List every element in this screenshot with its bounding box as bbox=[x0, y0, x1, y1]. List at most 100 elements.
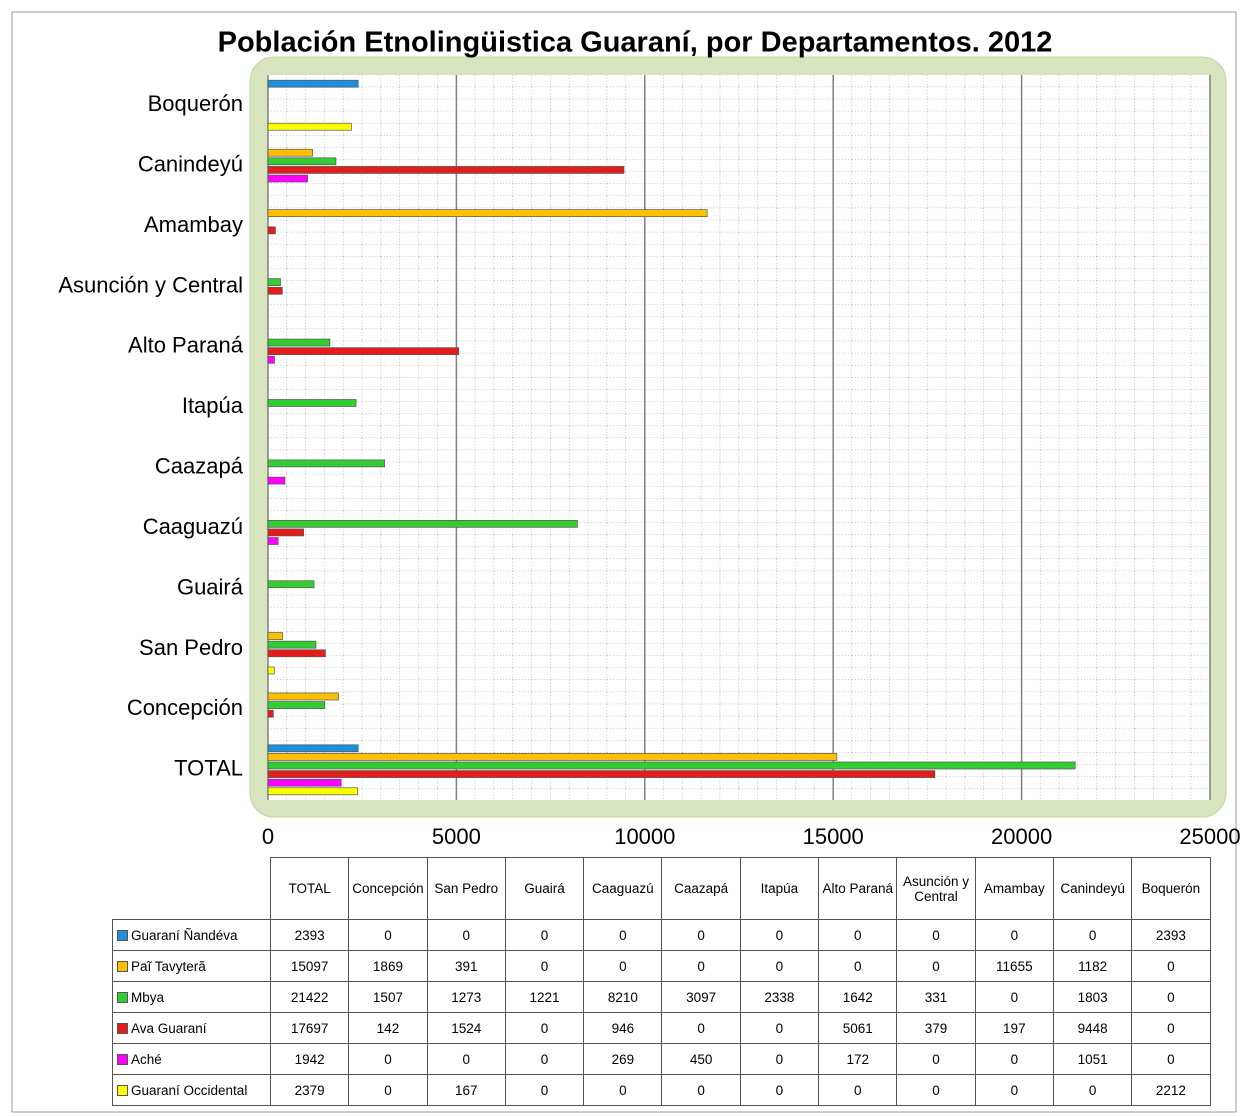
table-cell: 1869 bbox=[348, 950, 428, 982]
bar bbox=[267, 209, 708, 217]
legend-label: Ava Guaraní bbox=[131, 1020, 207, 1036]
legend-entry: Mbya bbox=[112, 981, 271, 1013]
table-cell: 0 bbox=[896, 1074, 976, 1106]
table-cell: 0 bbox=[1131, 1012, 1211, 1044]
table-cell: 0 bbox=[661, 919, 741, 951]
table-row: Guaraní Ñandéva 2393 0 0 0 0 0 0 0 0 0 0 2393 bbox=[112, 919, 1211, 951]
table-row: Mbya 21422 1507 1273 1221 8210 3097 2338 1642 331… bbox=[112, 981, 1211, 1013]
table-cell: 0 bbox=[974, 1043, 1054, 1075]
table-cell: 0 bbox=[348, 919, 428, 951]
table-cell: 2338 bbox=[739, 981, 820, 1013]
table-cell: 0 bbox=[661, 1074, 741, 1106]
table-cell: 0 bbox=[739, 1074, 820, 1106]
bar bbox=[267, 166, 625, 174]
table-cell: 1803 bbox=[1052, 981, 1133, 1013]
table-cell: 167 bbox=[426, 1074, 506, 1106]
bar bbox=[267, 709, 274, 718]
table-row: Guaraní Occidental 2379 0 167 0 0 0 0 0 0 0 0 2212 bbox=[112, 1074, 1211, 1106]
table-cell: 1507 bbox=[348, 981, 428, 1013]
bar bbox=[267, 632, 284, 640]
table-cell: 0 bbox=[661, 950, 741, 982]
y-tick-label: Alto Paraná bbox=[128, 333, 244, 358]
bar bbox=[267, 476, 286, 485]
table-cell: 15097 bbox=[269, 950, 350, 982]
y-tick-label: Guairá bbox=[177, 574, 244, 599]
y-tick-label: Caaguazú bbox=[143, 514, 243, 539]
table-cell: 2393 bbox=[1131, 919, 1211, 951]
legend-entry: Paĩ Tavyterã bbox=[112, 950, 271, 982]
bar bbox=[267, 148, 313, 157]
legend-entry: Aché bbox=[112, 1043, 271, 1075]
table-row: Ava Guaraní 17697 142 1524 0 946 0 0 5061 379 197 9… bbox=[112, 1012, 1211, 1044]
blank-cell bbox=[113, 858, 271, 920]
table-cell: 0 bbox=[739, 919, 820, 951]
table-cell: 0 bbox=[818, 950, 898, 982]
x-tick-label: 20000 bbox=[991, 824, 1052, 849]
column-header: Concepción bbox=[348, 857, 428, 920]
bar bbox=[267, 157, 337, 166]
table-cell: 331 bbox=[896, 981, 976, 1013]
table-cell: 1942 bbox=[269, 1043, 350, 1075]
bar bbox=[267, 286, 283, 295]
table-cell: 0 bbox=[661, 1012, 741, 1044]
bar bbox=[267, 459, 386, 468]
table-cell: 3097 bbox=[661, 981, 741, 1013]
bar bbox=[267, 787, 358, 796]
table-cell: 946 bbox=[583, 1012, 663, 1044]
bar bbox=[267, 338, 331, 347]
bar bbox=[267, 649, 326, 658]
column-header: Itapúa bbox=[739, 857, 820, 920]
bar bbox=[267, 744, 359, 753]
column-header: Asunción y Central bbox=[896, 857, 976, 920]
table-cell: 0 bbox=[1052, 919, 1133, 951]
data-table: TOTAL Concepción San Pedro Guairá Caaguazú Ca… bbox=[112, 857, 1211, 1106]
bar bbox=[267, 666, 275, 675]
column-header: Caaguazú bbox=[583, 857, 663, 920]
table-cell: 0 bbox=[974, 981, 1054, 1013]
table-cell: 0 bbox=[583, 950, 663, 982]
table-cell: 2393 bbox=[269, 919, 350, 951]
table-cell: 1524 bbox=[426, 1012, 506, 1044]
table-cell: 0 bbox=[896, 1043, 976, 1075]
column-header: TOTAL bbox=[269, 857, 350, 920]
table-cell: 8210 bbox=[583, 981, 663, 1013]
table-cell: 0 bbox=[348, 1074, 428, 1106]
table-cell: 1273 bbox=[426, 981, 506, 1013]
table-cell: 379 bbox=[896, 1012, 976, 1044]
y-tick-label: Itapúa bbox=[182, 393, 244, 418]
table-cell: 142 bbox=[348, 1012, 428, 1044]
table-cell: 0 bbox=[974, 919, 1054, 951]
table-row: Paĩ Tavyterã 15097 1869 391 0 0 0 0 0 0 11655 1182 0 bbox=[112, 950, 1211, 982]
y-tick-label: Caazapá bbox=[155, 454, 244, 479]
column-header: Alto Paraná bbox=[818, 857, 898, 920]
table-cell: 172 bbox=[818, 1043, 898, 1075]
table-cell: 2212 bbox=[1131, 1074, 1211, 1106]
table-cell: 1642 bbox=[818, 981, 898, 1013]
column-header: Guairá bbox=[504, 857, 585, 920]
legend-entry: Guaraní Occidental bbox=[112, 1074, 271, 1106]
column-header: Canindeyú bbox=[1052, 857, 1133, 920]
page-frame bbox=[11, 11, 1237, 1113]
table-cell: 0 bbox=[426, 1043, 506, 1075]
bar bbox=[267, 537, 279, 545]
bar bbox=[267, 640, 317, 649]
table-cell: 0 bbox=[583, 919, 663, 951]
table-cell: 0 bbox=[504, 1074, 585, 1106]
bar bbox=[267, 174, 308, 183]
table-cell: 5061 bbox=[818, 1012, 898, 1044]
legend-label: Aché bbox=[131, 1051, 162, 1067]
bar bbox=[267, 399, 357, 407]
table-cell: 0 bbox=[818, 919, 898, 951]
x-tick-label: 25000 bbox=[1179, 824, 1240, 849]
y-tick-label: San Pedro bbox=[139, 635, 243, 660]
column-header: San Pedro bbox=[426, 857, 506, 920]
bar bbox=[267, 580, 315, 589]
table-cell: 450 bbox=[661, 1043, 741, 1075]
legend-label: Guaraní Occidental bbox=[131, 1082, 248, 1098]
legend-swatch bbox=[117, 1085, 128, 1097]
y-tick-label: Canindeyú bbox=[138, 151, 243, 176]
legend-label: Paĩ Tavyterã bbox=[131, 958, 206, 974]
y-tick-label: Concepción bbox=[127, 695, 243, 720]
table-cell: 1051 bbox=[1052, 1043, 1133, 1075]
legend-label: Guaraní Ñandéva bbox=[131, 927, 238, 943]
